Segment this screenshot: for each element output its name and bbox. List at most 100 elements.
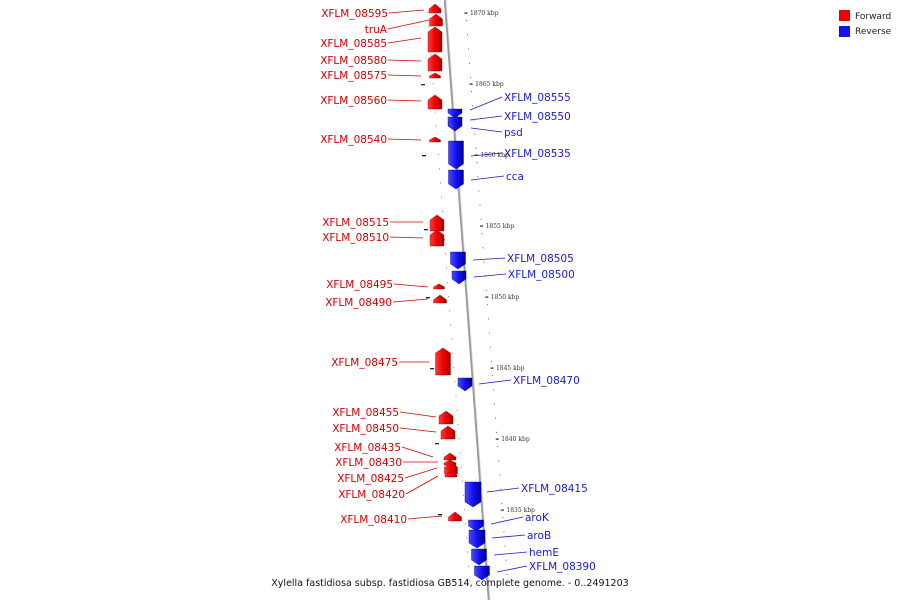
reverse-gene[interactable]: [464, 481, 482, 508]
forward-gene-label[interactable]: XFLM_08560: [320, 95, 387, 107]
forward-gene-label[interactable]: XFLM_08475: [331, 357, 398, 369]
reverse-gene[interactable]: [447, 108, 463, 119]
forward-gene-label[interactable]: XFLM_08540: [320, 134, 387, 146]
scale-tick-minor: [471, 91, 473, 93]
scale-tick-major-left: [422, 155, 426, 157]
scale-label: 1845 kbp: [496, 365, 525, 372]
label-leader: [399, 411, 437, 418]
scale-tick-minor-left: [445, 253, 446, 255]
forward-gene-label[interactable]: XFLM_08490: [325, 297, 392, 309]
forward-gene-label[interactable]: truA: [365, 24, 388, 36]
scale-tick-minor-left: [457, 423, 459, 425]
forward-gene-label[interactable]: XFLM_08585: [320, 38, 387, 50]
forward-gene[interactable]: [433, 294, 447, 304]
reverse-gene-label[interactable]: hemE: [529, 547, 559, 559]
forward-gene-label[interactable]: XFLM_08435: [334, 442, 401, 454]
reverse-gene-label[interactable]: XFLM_08415: [521, 483, 588, 495]
reverse-gene[interactable]: [450, 251, 466, 270]
reverse-gene[interactable]: [471, 548, 487, 566]
scale-tick-minor: [491, 360, 492, 362]
label-leader: [472, 257, 506, 261]
forward-gene[interactable]: [435, 347, 451, 376]
reverse-gene-label[interactable]: psd: [504, 127, 523, 139]
forward-gene-label[interactable]: XFLM_08510: [322, 232, 389, 244]
forward-gene-label[interactable]: XFLM_08430: [335, 457, 402, 469]
scale-tick-minor: [487, 318, 489, 320]
reverse-gene[interactable]: [474, 565, 490, 581]
scale-tick-major: [495, 438, 499, 440]
forward-gene-label[interactable]: XFLM_08495: [326, 279, 393, 291]
forward-gene[interactable]: [429, 229, 445, 247]
scale-label: 1840 kbp: [501, 436, 530, 443]
forward-gene[interactable]: [429, 13, 443, 27]
label-leaders: [387, 9, 528, 573]
reverse-gene-label[interactable]: XFLM_08550: [504, 111, 571, 123]
scale-tick-minor: [498, 460, 500, 462]
reverse-gene[interactable]: [448, 140, 464, 170]
forward-gene[interactable]: [444, 471, 458, 478]
reverse-gene[interactable]: [468, 529, 486, 549]
scale-tick-minor-left: [467, 551, 468, 553]
scale-tick-minor: [470, 76, 472, 78]
scale-tick-minor: [485, 289, 487, 291]
reverse-gene-label[interactable]: XFLM_08500: [508, 269, 575, 281]
genome-backbone: [443, 0, 491, 600]
scale-tick-minor-left: [453, 367, 455, 369]
label-leader: [470, 127, 503, 133]
scale-tick-minor: [497, 446, 499, 448]
reverse-gene-label[interactable]: XFLM_08535: [504, 148, 571, 160]
forward-gene[interactable]: [427, 94, 443, 110]
scale-tick-minor: [469, 62, 470, 64]
reverse-gene[interactable]: [451, 270, 467, 285]
scale-tick-minor: [501, 502, 503, 504]
forward-gene[interactable]: [433, 283, 445, 290]
scale-tick-minor: [479, 204, 481, 206]
forward-gene[interactable]: [429, 72, 441, 79]
forward-gene[interactable]: [427, 26, 443, 53]
legend-reverse-label: Reverse: [855, 27, 892, 37]
scale-tick-minor: [474, 133, 476, 135]
reverse-gene-label[interactable]: XFLM_08555: [504, 92, 571, 104]
forward-gene[interactable]: [428, 3, 442, 14]
forward-gene-label[interactable]: XFLM_08575: [320, 70, 387, 82]
scale-tick-minor: [480, 218, 482, 220]
reverse-gene[interactable]: [457, 377, 473, 392]
forward-gene-label[interactable]: XFLM_08580: [320, 55, 387, 67]
scale-ticks: 1870 kbp 1865 kbp 1860 kbp 1855 kbp 1850 kbp…: [421, 10, 535, 582]
reverse-gene[interactable]: [448, 121, 462, 132]
reverse-gene-label[interactable]: aroB: [527, 530, 551, 542]
reverse-gene[interactable]: [468, 519, 484, 532]
legend-forward-label: Forward: [855, 12, 891, 22]
reverse-gene-label[interactable]: XFLM_08505: [507, 253, 574, 265]
forward-gene[interactable]: [448, 511, 462, 522]
forward-gene-label[interactable]: XFLM_08450: [332, 423, 399, 435]
forward-gene-label[interactable]: XFLM_08455: [332, 407, 399, 419]
forward-gene-label[interactable]: XFLM_08420: [338, 489, 405, 501]
scale-tick-minor-left: [462, 494, 464, 496]
forward-gene[interactable]: [429, 136, 441, 143]
forward-gene-label[interactable]: XFLM_08410: [340, 514, 407, 526]
forward-gene-label[interactable]: XFLM_08515: [322, 217, 389, 229]
reverse-gene-label[interactable]: XFLM_08390: [529, 561, 596, 573]
label-leader: [389, 236, 424, 239]
forward-gene[interactable]: [427, 53, 443, 72]
reverse-gene[interactable]: [448, 169, 464, 190]
reverse-gene-label[interactable]: aroK: [525, 512, 550, 524]
scale-tick-minor: [488, 332, 490, 334]
reverse-gene-label[interactable]: cca: [506, 171, 524, 183]
reverse-gene-label[interactable]: XFLM_08470: [513, 375, 580, 387]
forward-gene[interactable]: [443, 452, 457, 461]
scale-tick-minor-left: [451, 338, 453, 340]
scale-tick-major-left: [426, 297, 430, 299]
genome-caption: Xylella fastidiosa subsp. fastidiosa GB5…: [271, 578, 629, 589]
forward-gene-label[interactable]: XFLM_08595: [321, 8, 388, 20]
forward-gene-label[interactable]: XFLM_08425: [337, 473, 404, 485]
forward-gene[interactable]: [440, 425, 456, 440]
scale-tick-minor-left: [438, 168, 440, 170]
forward-gene[interactable]: [438, 410, 454, 425]
scale-tick-minor-left: [428, 26, 430, 28]
forward-gene[interactable]: [429, 214, 445, 232]
label-leader: [399, 427, 437, 433]
scale-tick-minor: [495, 417, 497, 419]
label-leader: [490, 516, 524, 525]
